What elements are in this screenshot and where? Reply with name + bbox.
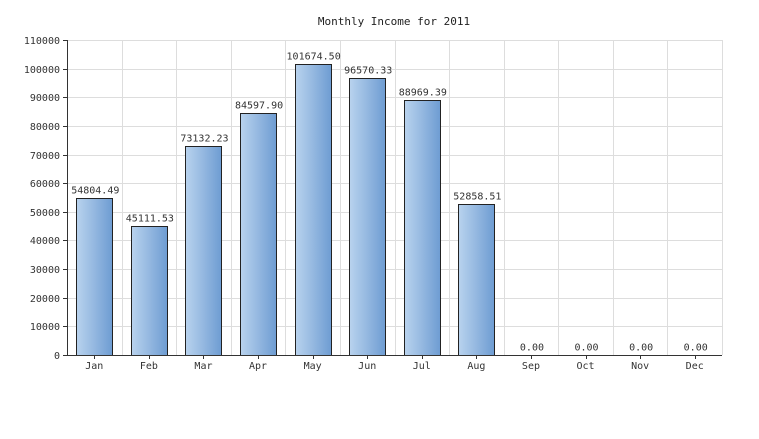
- data-label-jun: 96570.33: [344, 66, 392, 77]
- bars-group: [76, 64, 495, 356]
- x-tick-label: Jan: [85, 361, 103, 372]
- bar-mar: [185, 146, 222, 356]
- axes-group: [63, 40, 722, 359]
- x-tick-label: Sep: [522, 361, 540, 372]
- chart-title: Monthly Income for 2011: [318, 15, 470, 28]
- y-tick-label: 70000: [30, 151, 60, 162]
- x-tick-label: Mar: [194, 361, 212, 372]
- x-tick-label: Aug: [467, 361, 485, 372]
- y-tick-label: 100000: [24, 65, 60, 76]
- x-tick-label: Apr: [249, 361, 267, 372]
- y-tick-label: 40000: [30, 236, 60, 247]
- data-label-jan: 54804.49: [71, 186, 119, 197]
- y-tick-label: 50000: [30, 208, 60, 219]
- x-axis-labels: Jan Feb Mar Apr May Jun Jul Aug Sep Oct Nov Dec: [85, 361, 703, 372]
- bar-aug: [458, 204, 495, 356]
- x-tick-label: Jul: [413, 361, 431, 372]
- y-axis-labels: 0 10000 20000 30000 40000 50000 60000 70000 8000…: [24, 36, 60, 362]
- y-tick-label: 30000: [30, 265, 60, 276]
- x-tick-label: Feb: [140, 361, 158, 372]
- data-label-mar: 73132.23: [180, 134, 228, 145]
- y-tick-label: 110000: [24, 36, 60, 47]
- bar-jan: [76, 198, 113, 356]
- data-label-dec: 0.00: [684, 343, 708, 354]
- bar-apr: [240, 113, 277, 356]
- x-tick-label: Nov: [631, 361, 649, 372]
- grid-lines: [67, 40, 723, 355]
- y-tick-label: 0: [54, 351, 60, 362]
- x-tick-label: Dec: [686, 361, 704, 372]
- y-tick-label: 90000: [30, 93, 60, 104]
- data-label-nov: 0.00: [629, 343, 653, 354]
- bar-jun: [349, 78, 386, 356]
- x-tick-label: Oct: [577, 361, 595, 372]
- data-label-may: 101674.50: [287, 52, 341, 63]
- data-label-feb: 45111.53: [126, 214, 174, 225]
- y-tick-label: 10000: [30, 322, 60, 333]
- y-tick-label: 60000: [30, 179, 60, 190]
- data-label-aug: 52858.51: [453, 192, 501, 203]
- data-label-sep: 0.00: [520, 343, 544, 354]
- bar-feb: [131, 226, 168, 356]
- x-tick-label: Jun: [358, 361, 376, 372]
- bar-may: [295, 64, 332, 356]
- bar-jul: [404, 100, 441, 356]
- y-tick-label: 80000: [30, 122, 60, 133]
- data-label-apr: 84597.90: [235, 101, 283, 112]
- x-tick-label: May: [304, 361, 322, 372]
- y-tick-label: 20000: [30, 294, 60, 305]
- data-labels: 54804.49 45111.53 73132.23 84597.90 101674.5…: [71, 52, 708, 354]
- data-label-jul: 88969.39: [399, 88, 447, 99]
- data-label-oct: 0.00: [574, 343, 598, 354]
